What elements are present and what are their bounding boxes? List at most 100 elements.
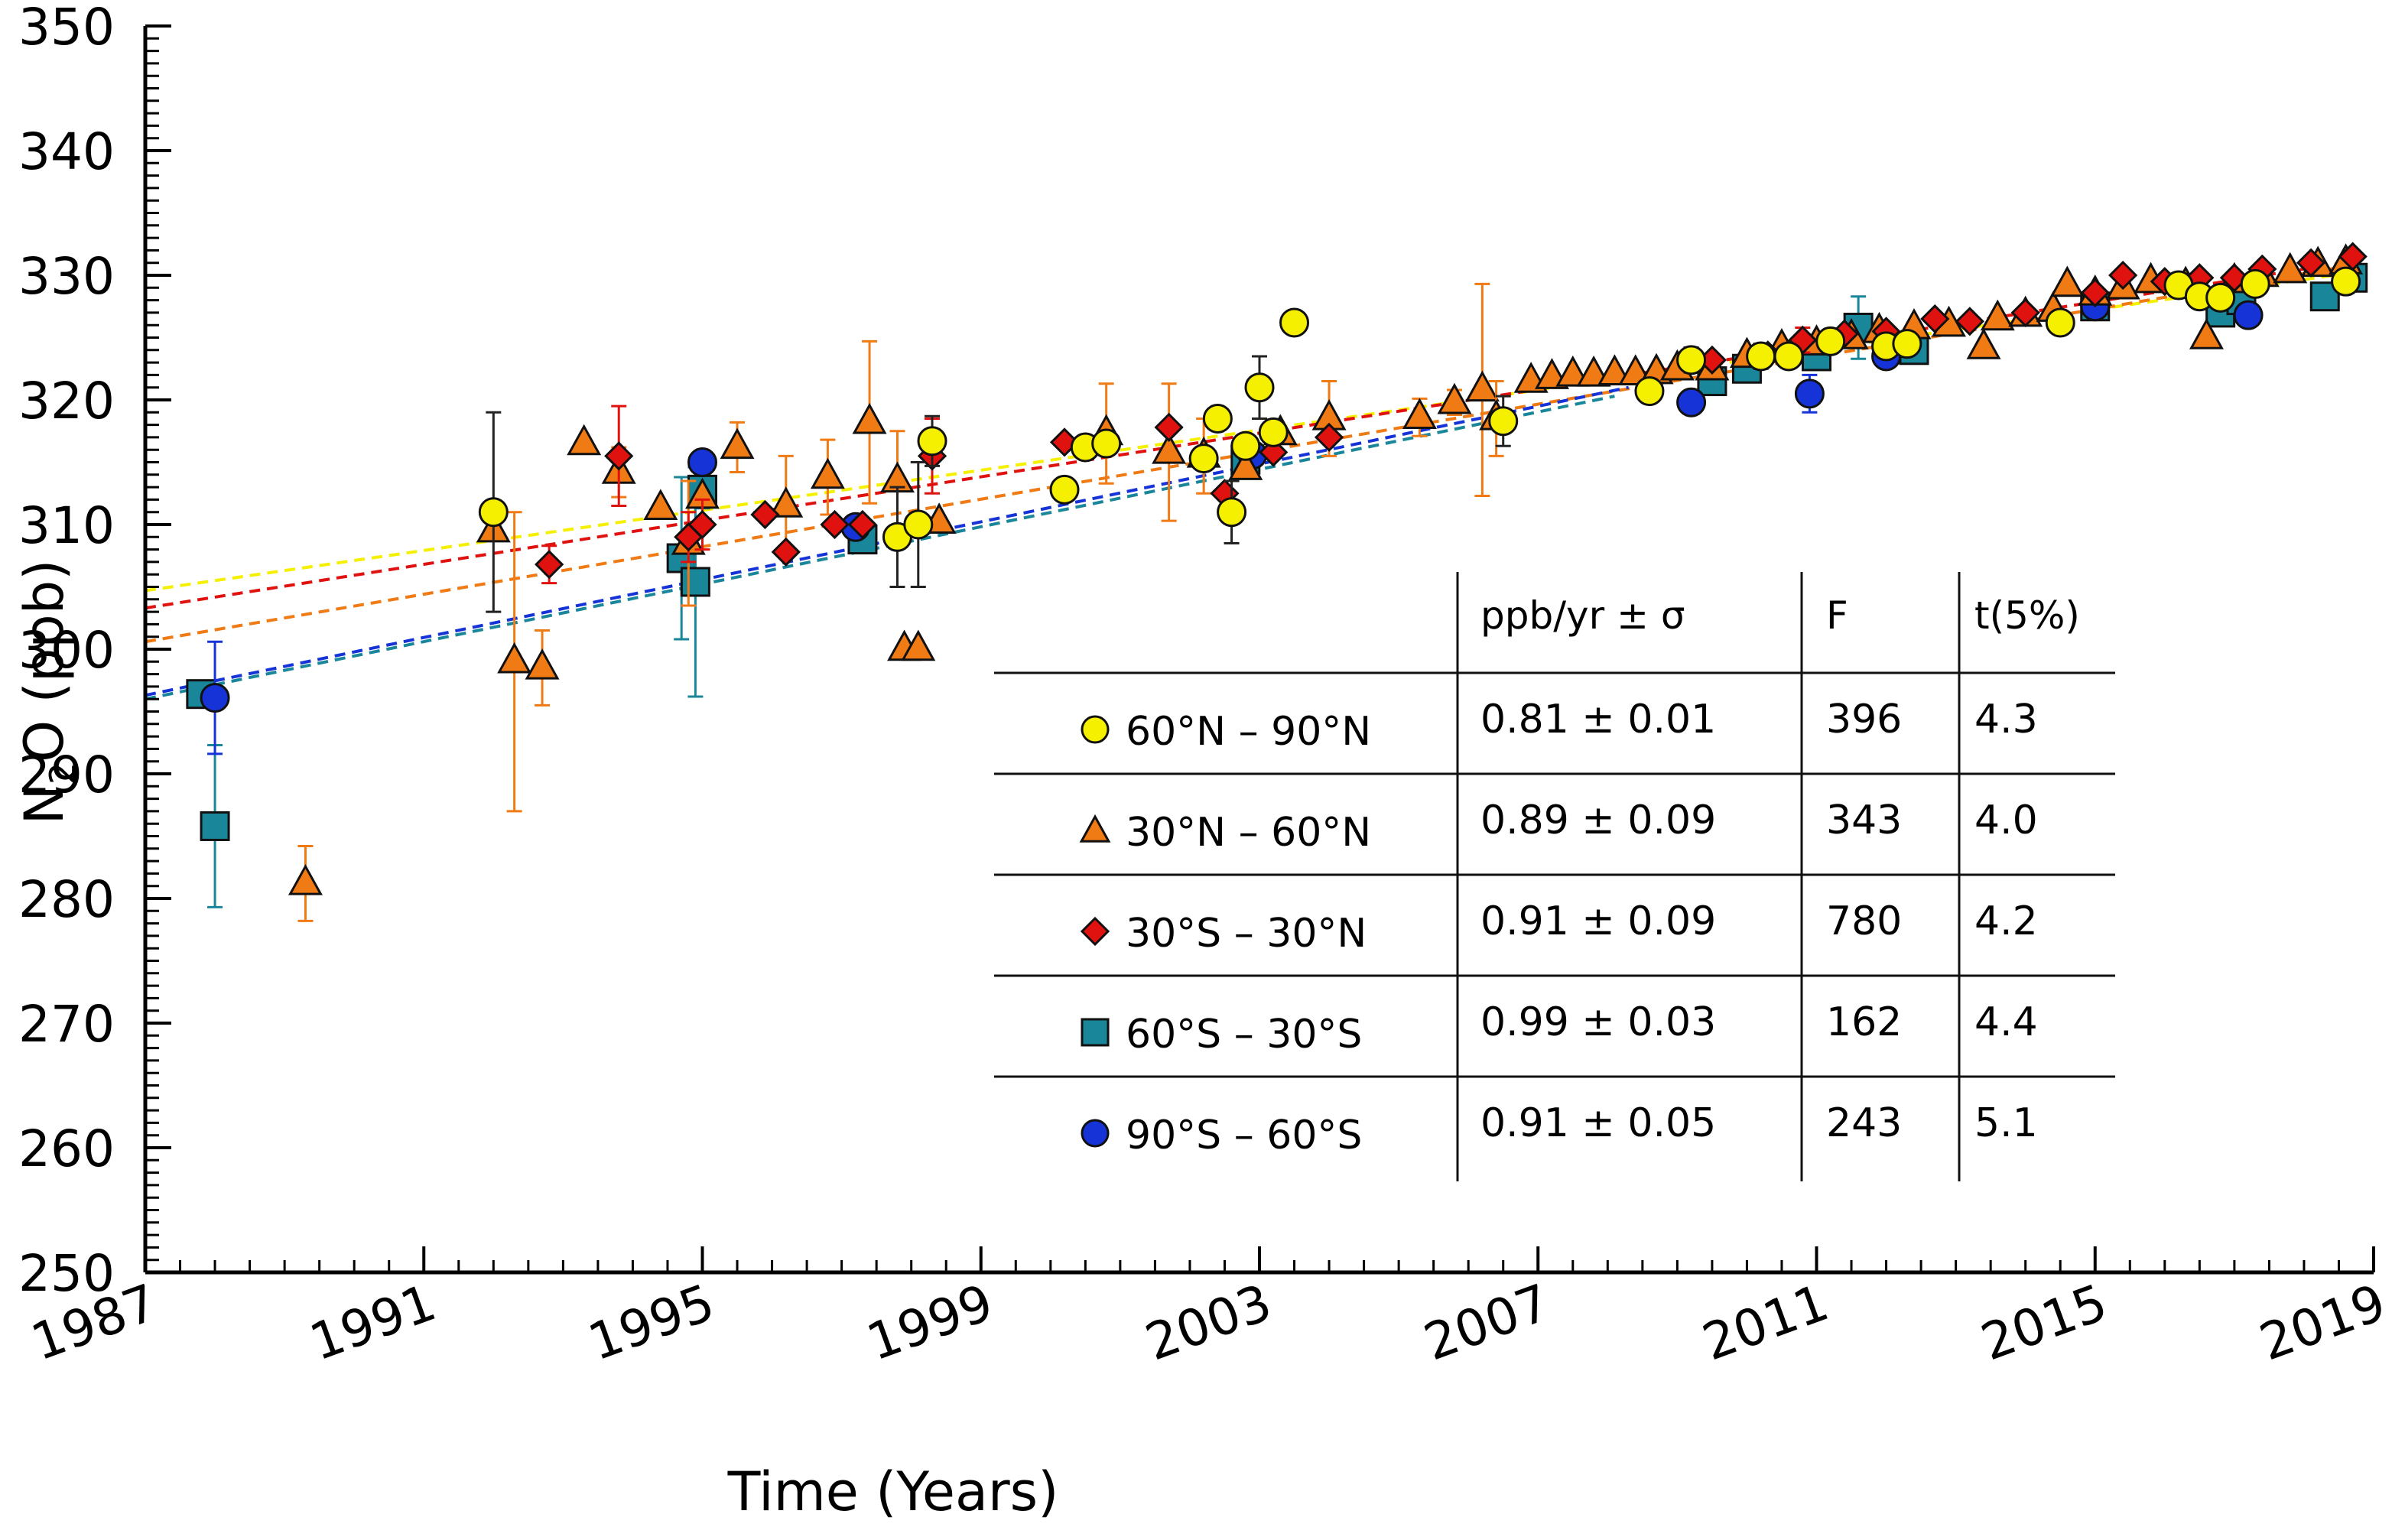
point-series1-29 (1555, 355, 1591, 387)
table-marker-2 (1080, 916, 1110, 947)
table-marker-1 (1079, 814, 1111, 843)
y-tick-label-320: 320 (18, 372, 115, 430)
point-series3-1 (200, 811, 230, 841)
point-series0-14 (1488, 406, 1519, 437)
point-series1-11 (810, 457, 845, 489)
point-series0-25 (2205, 282, 2236, 313)
table-row-label-2: 30°S – 30°N (1126, 911, 1367, 957)
point-series2-4 (750, 499, 780, 530)
table-row-t-0: 4.3 (1974, 697, 2038, 742)
point-series1-10 (769, 486, 804, 518)
point-series1-20 (1228, 449, 1263, 480)
table-row-label-4: 90°S – 60°S (1126, 1113, 1362, 1158)
table-row-label-3: 60°S – 30°S (1126, 1012, 1362, 1058)
table-row-rate-4: 0.91 ± 0.05 (1480, 1100, 1716, 1146)
point-series2-28 (2296, 248, 2326, 278)
point-series0-10 (1230, 430, 1261, 461)
point-series0-6 (1091, 428, 1122, 459)
point-series0-16 (1676, 345, 1707, 375)
point-series2-7 (847, 509, 878, 540)
point-series4-0 (200, 683, 230, 713)
table-row-t-4: 5.1 (1974, 1100, 2038, 1146)
point-series0-18 (1773, 341, 1804, 372)
point-series0-4 (1049, 474, 1080, 505)
point-series1-23 (1402, 398, 1437, 430)
point-series0-2 (903, 509, 934, 540)
y-tick-label-350: 350 (18, 0, 115, 57)
point-series4-5 (1794, 379, 1825, 409)
table-row-f-1: 343 (1826, 798, 1902, 843)
table-row-label-1: 30°N – 60°N (1126, 810, 1371, 856)
point-series1-3 (525, 648, 560, 680)
point-series2-13 (1314, 422, 1344, 453)
table-row-rate-3: 0.99 ± 0.03 (1480, 999, 1716, 1045)
point-series2-21 (2010, 297, 2040, 328)
point-series0-17 (1746, 341, 1776, 372)
point-series1-52 (2189, 318, 2224, 349)
point-series1-55 (2273, 252, 2308, 284)
point-series1-47 (2049, 265, 2085, 297)
point-series2-10 (1154, 412, 1184, 442)
point-series1-2 (497, 642, 532, 674)
point-series2-19 (1920, 304, 1950, 334)
point-series1-24 (1437, 382, 1472, 414)
y-axis-title: N2O (ppb) (13, 560, 83, 825)
point-series0-7 (1188, 443, 1219, 474)
y-tick-label-260: 260 (18, 1119, 115, 1178)
point-series2-0 (535, 550, 564, 580)
point-series0-27 (2331, 266, 2361, 297)
point-series2-6 (820, 509, 850, 540)
point-series4-1 (687, 447, 717, 477)
point-series0-26 (2240, 268, 2270, 299)
y-title-subscript: 2 (42, 762, 83, 785)
point-series2-1 (604, 441, 634, 471)
table-row-f-3: 162 (1826, 999, 1902, 1045)
point-series1-43 (1966, 328, 2001, 359)
point-series0-12 (1258, 417, 1289, 447)
y-title-rest: O (ppb) (13, 560, 76, 762)
y-title-main: N (13, 785, 76, 824)
table-row-rate-2: 0.91 ± 0.09 (1480, 898, 1716, 944)
point-series1-18 (1152, 432, 1187, 464)
table-row-f-0: 396 (1826, 697, 1902, 742)
table-row-t-1: 4.0 (1974, 798, 2038, 843)
y-tick-label-340: 340 (18, 122, 115, 181)
point-series0-8 (1202, 403, 1233, 434)
table-marker-4 (1081, 1119, 1110, 1148)
y-tick-label-270: 270 (18, 995, 115, 1054)
point-series0-0 (478, 497, 509, 528)
table-row-label-0: 60°N – 90°N (1126, 709, 1371, 755)
y-tick-label-280: 280 (18, 870, 115, 929)
point-series4-4 (1676, 387, 1707, 417)
point-series2-23 (2108, 260, 2138, 291)
table-row-rate-1: 0.89 ± 0.09 (1480, 798, 1716, 843)
point-series2-3 (687, 509, 717, 540)
y-tick-label-250: 250 (18, 1244, 115, 1303)
point-series2-20 (1955, 307, 1984, 336)
point-series1-44 (1980, 299, 2015, 331)
point-series0-21 (1892, 329, 1922, 359)
trend-line-3 (145, 395, 1615, 701)
point-series1-6 (643, 489, 678, 521)
point-series3-3 (680, 567, 710, 597)
y-tick-label-330: 330 (18, 247, 115, 306)
point-series1-9 (720, 427, 755, 460)
data-points (186, 242, 2368, 922)
point-series4-8 (2233, 300, 2264, 330)
x-axis-title: Time (Years) (727, 1460, 1059, 1523)
point-series0-19 (1815, 326, 1846, 356)
point-series1-31 (1597, 354, 1632, 385)
point-series0-15 (1634, 376, 1665, 407)
point-series2-22 (2080, 278, 2110, 307)
point-series2-12 (1259, 437, 1289, 467)
table-header-2: t(5%) (1974, 593, 2080, 638)
point-series0-22 (2045, 307, 2075, 338)
table-row-f-4: 243 (1826, 1100, 1902, 1146)
table-row-t-3: 4.4 (1974, 999, 2038, 1045)
point-series2-5 (771, 537, 801, 567)
axes (143, 24, 2375, 1275)
table-row-rate-0: 0.81 ± 0.01 (1480, 697, 1716, 742)
